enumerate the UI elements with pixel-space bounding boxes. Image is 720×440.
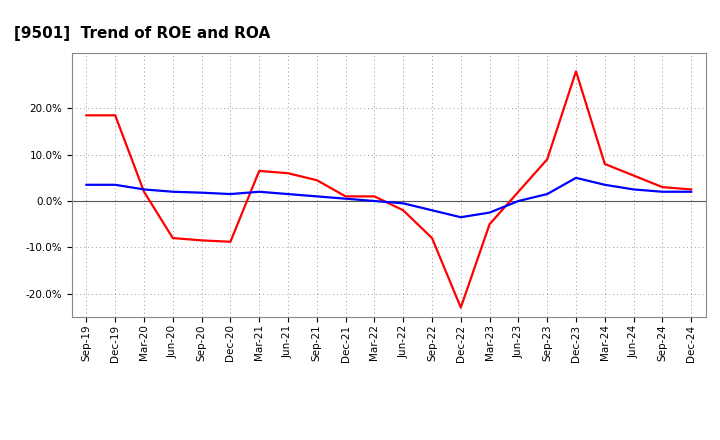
ROA [600, 182, 609, 187]
ROA [456, 215, 465, 220]
Line: ROE: ROE [86, 71, 691, 308]
ROE [658, 184, 667, 190]
ROE [312, 177, 321, 183]
ROA [428, 208, 436, 213]
ROE [197, 238, 206, 243]
ROE [140, 189, 148, 194]
ROE [226, 239, 235, 244]
ROA [111, 182, 120, 187]
ROE [572, 69, 580, 74]
ROA [197, 190, 206, 195]
ROE [456, 305, 465, 310]
ROA [687, 189, 696, 194]
ROE [485, 221, 494, 227]
ROE [687, 187, 696, 192]
ROA [284, 191, 292, 197]
ROA [485, 210, 494, 215]
ROA [572, 175, 580, 180]
ROE [600, 161, 609, 167]
ROE [370, 194, 379, 199]
ROA [226, 191, 235, 197]
ROE [82, 113, 91, 118]
ROA [543, 191, 552, 197]
ROE [341, 194, 350, 199]
ROA [514, 198, 523, 204]
ROA [168, 189, 177, 194]
ROE [255, 168, 264, 173]
ROA [312, 194, 321, 199]
ROA [658, 189, 667, 194]
ROE [399, 208, 408, 213]
ROA [629, 187, 638, 192]
ROE [284, 171, 292, 176]
ROE [428, 235, 436, 241]
Text: [9501]  Trend of ROE and ROA: [9501] Trend of ROE and ROA [14, 26, 271, 41]
ROA [370, 198, 379, 204]
Line: ROA: ROA [86, 178, 691, 217]
ROA [399, 201, 408, 206]
ROA [140, 187, 148, 192]
ROA [255, 189, 264, 194]
ROE [543, 157, 552, 162]
ROA [341, 196, 350, 202]
ROE [111, 113, 120, 118]
ROA [82, 182, 91, 187]
ROE [514, 189, 523, 194]
ROE [168, 235, 177, 241]
ROE [629, 173, 638, 178]
